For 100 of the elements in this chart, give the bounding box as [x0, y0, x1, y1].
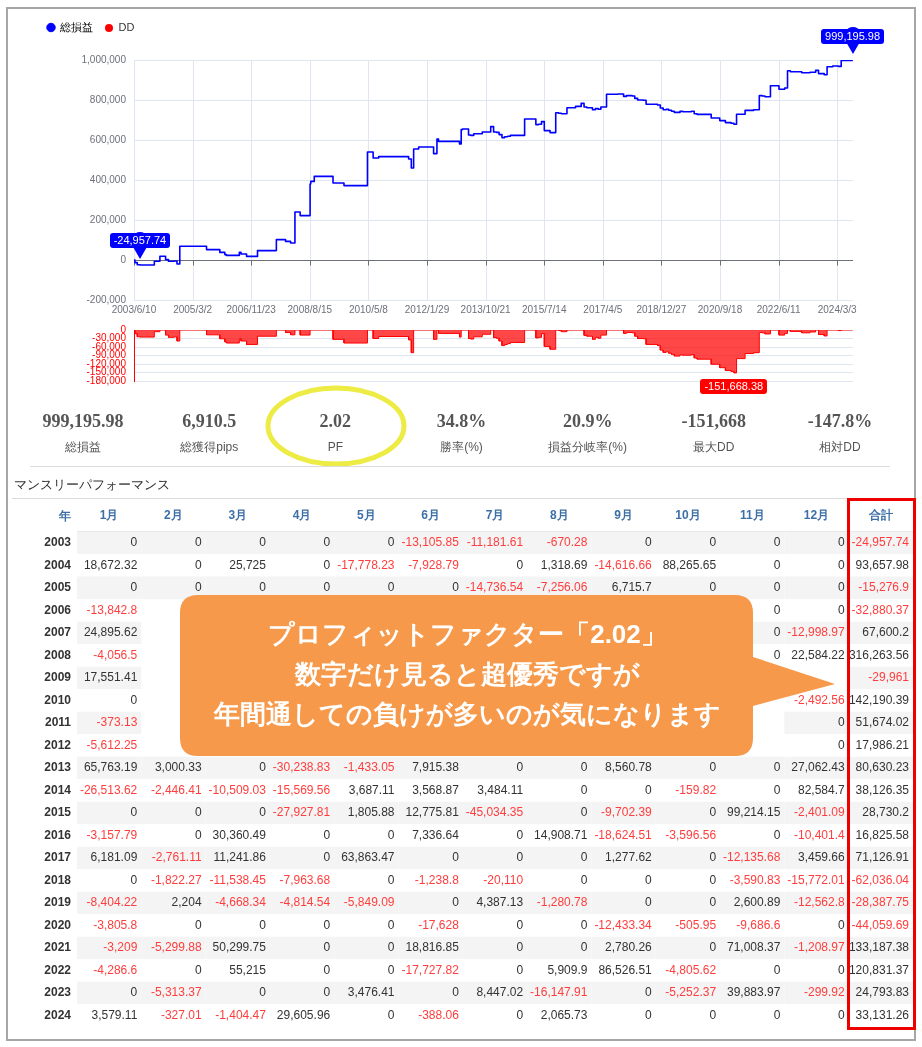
data-label: -1,404.47 [215, 1007, 267, 1022]
data-label: 86,526.51 [598, 962, 653, 977]
data-label: 7,915.38 [412, 760, 460, 775]
text: 6,910.5 [182, 411, 237, 431]
data-label: 0 [580, 782, 588, 797]
text: 34.8% [436, 411, 487, 431]
data-label: 25,725 [229, 557, 267, 572]
data-label: 30,360.49 [212, 827, 267, 842]
data-label: 0 [194, 962, 202, 977]
data-label: 316,263.56 [848, 647, 910, 662]
data-label: -45,034.35 [465, 805, 524, 820]
data-label: -4,056.5 [93, 647, 138, 662]
data-label: 16,825.58 [855, 827, 910, 842]
data-label: 0 [452, 580, 460, 595]
data-label: -670.28 [546, 535, 588, 550]
data-label: -20,110 [483, 872, 524, 887]
data-label: 0 [709, 580, 717, 595]
data-label: 3,484.11 [477, 782, 524, 797]
data-label: 0 [194, 917, 202, 932]
data-label: -1,238.8 [414, 872, 460, 887]
data-label: -8,404.22 [86, 895, 138, 910]
data-label: -5,252.37 [665, 985, 717, 1000]
data-label: 1,805.88 [347, 805, 395, 820]
y-tick-label: 2014 [44, 782, 72, 797]
x-tick-label: 10月 [675, 507, 701, 522]
data-label: 0 [259, 760, 267, 775]
data-label: 0 [773, 827, 781, 842]
data-label: 7,336.64 [412, 827, 460, 842]
y-tick-label: 2013 [44, 760, 72, 775]
data-label: -3,596.56 [665, 827, 717, 842]
data-label: -13,842.8 [86, 602, 138, 617]
data-label: -17,727.82 [401, 962, 460, 977]
data-label: 0 [323, 557, 331, 572]
data-label: 0 [709, 895, 717, 910]
data-label: 0 [645, 535, 653, 550]
data-label: 0 [709, 850, 717, 865]
data-label: 0 [645, 985, 653, 1000]
data-label: -7,928.79 [408, 557, 460, 572]
data-label: -3,590.83 [729, 872, 781, 887]
data-label: -12,135.68 [722, 850, 781, 865]
data-label: 0 [516, 917, 524, 932]
data-label: 0 [838, 1007, 845, 1022]
data-label: 0 [773, 782, 781, 797]
data-label: -299.92 [803, 985, 846, 1000]
y-tick-label: -30,000 [92, 332, 127, 344]
data-label: -16,147.91 [530, 985, 588, 1000]
data-label: 0 [773, 1007, 781, 1022]
y-tick-label: 2006 [44, 602, 72, 617]
data-label: -5,313.37 [150, 985, 202, 1000]
data-label: 0 [452, 895, 460, 910]
data-label: -3,157.79 [86, 827, 138, 842]
data-label: -12,562.8 [793, 895, 846, 910]
x-tick-label: 5月 [357, 507, 376, 522]
data-label: 5,909.9 [547, 962, 588, 977]
data-label: -24,957.74 [851, 535, 910, 550]
data-label: 0 [773, 557, 781, 572]
y-tick-label: 800,000 [89, 93, 127, 105]
data-label: -15,569.56 [272, 782, 331, 797]
x-tick-label: 2013/10/21 [460, 303, 512, 315]
data-label: 82,584.7 [797, 782, 846, 797]
x-tick-label: 2006/11/23 [226, 303, 277, 315]
data-label: -44,059.69 [851, 917, 910, 932]
data-label: 0 [387, 872, 395, 887]
data-label: -17,778.23 [337, 557, 395, 572]
data-label: 0 [516, 1007, 524, 1022]
data-label: 3,476.41 [347, 985, 395, 1000]
data-label: 0 [194, 827, 202, 842]
data-label: 0 [130, 580, 138, 595]
data-label: 0 [323, 985, 331, 1000]
data-label: 63,863.47 [341, 850, 395, 865]
data-label: -10,401.4 [793, 827, 846, 842]
x-tick-label: 2008/8/15 [287, 303, 333, 315]
data-label: -28,387.75 [851, 895, 910, 910]
y-tick-label: -150,000 [86, 366, 127, 378]
data-label: 0 [452, 985, 460, 1000]
data-label: 0 [580, 760, 588, 775]
data-label: -12,998.97 [787, 625, 846, 640]
data-label: 17,551.41 [83, 670, 138, 685]
data-label: -2,446.41 [150, 782, 202, 797]
data-label: -2,492.56 [793, 692, 846, 707]
data-label: 0 [838, 962, 845, 977]
data-label: 0 [580, 940, 588, 955]
x-tick-label: 2005/3/2 [173, 303, 213, 315]
data-label: 11,241.86 [213, 850, 267, 865]
annotation: -151,668.38 [700, 378, 768, 394]
category-label: 総損益 [65, 440, 102, 454]
data-label: -32,880.37 [851, 602, 910, 617]
y-tick-label: 2020 [44, 917, 72, 932]
data-label: 0 [773, 625, 781, 640]
data-label: -4,286.6 [93, 962, 138, 977]
x-tick-label: 1月 [99, 507, 119, 522]
y-tick-label: 2015 [44, 805, 72, 820]
y-tick-label: 2017 [44, 850, 72, 865]
data-label: -4,668.34 [215, 895, 267, 910]
legend-label: DD [118, 21, 135, 34]
data-label: 71,126.91 [855, 850, 910, 865]
data-label: 0 [580, 805, 588, 820]
x-tick-label: 2012/1/29 [404, 303, 450, 315]
chart-title: マンスリーパフォーマンス [14, 477, 170, 493]
data-label: 0 [323, 850, 331, 865]
